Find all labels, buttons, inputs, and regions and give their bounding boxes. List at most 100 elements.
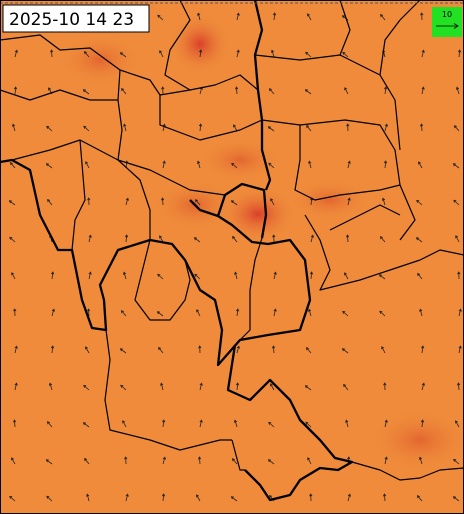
wind-arrow	[455, 235, 460, 243]
wind-arrow	[122, 420, 127, 428]
wind-arrow	[162, 160, 166, 169]
legend-label: 10	[442, 10, 452, 19]
wind-arrow	[270, 49, 275, 58]
wind-arrow	[9, 162, 16, 169]
wind-arrow	[270, 198, 275, 206]
wind-arrow	[196, 160, 201, 169]
wind-arrow	[384, 456, 388, 465]
wind-arrow	[85, 161, 90, 169]
wind-arrow	[384, 86, 388, 95]
wind-arrow	[199, 49, 203, 58]
wind-arrow	[307, 457, 312, 465]
wind-arrow	[119, 348, 127, 354]
wind-arrow	[236, 308, 240, 317]
legend-arrow	[436, 23, 459, 29]
wind-arrow	[48, 382, 53, 391]
wind-arrow	[453, 125, 460, 132]
wind-arrow	[194, 273, 201, 280]
wind-arrow	[120, 310, 127, 317]
wind-arrow	[345, 419, 349, 428]
wind-arrow	[307, 308, 312, 317]
wind-arrow	[125, 493, 129, 502]
wind-arrow	[308, 160, 312, 169]
wind-arrow	[82, 89, 90, 95]
wind-arrow	[194, 199, 201, 206]
wind-arrow	[87, 197, 91, 206]
wind-arrow	[344, 87, 349, 95]
wind-arrow	[196, 309, 201, 317]
wind-arrow	[346, 123, 350, 132]
wind-arrow	[162, 419, 166, 428]
wind-arrow	[119, 52, 127, 58]
wind-arrow	[309, 493, 313, 502]
wind-arrow	[342, 310, 349, 317]
wind-arrow	[83, 384, 90, 391]
wind-arrow	[160, 382, 164, 391]
wind-arrow	[162, 456, 166, 465]
wind-arrow	[157, 14, 164, 21]
wind-arrow	[14, 345, 18, 354]
wind-arrow	[382, 493, 387, 502]
wind-arrow	[46, 495, 53, 502]
wind-arrow	[199, 419, 203, 428]
wind-arrow	[267, 459, 275, 465]
wind-arrow	[458, 345, 462, 354]
wind-arrow	[14, 49, 18, 58]
wind-arrow	[455, 86, 460, 95]
wind-arrow	[236, 345, 240, 354]
wind-arrow	[230, 200, 238, 206]
wind-arrow	[236, 49, 240, 58]
wind-arrow	[453, 199, 460, 206]
wind-arrow	[452, 496, 460, 502]
wind-arrow	[419, 308, 423, 317]
wind-arrow	[9, 495, 16, 502]
wind-arrow	[12, 123, 16, 132]
wind-arrow	[384, 419, 388, 428]
wind-arrow	[416, 199, 423, 206]
wind-arrow	[83, 51, 90, 58]
wind-arrows	[8, 12, 462, 502]
wind-arrow	[197, 456, 202, 465]
wind-arrow	[51, 271, 55, 280]
wind-arrow	[268, 421, 275, 428]
wind-arrow	[453, 458, 460, 465]
wind-arrow	[379, 310, 386, 317]
wind-arrow	[455, 420, 460, 428]
wind-arrow	[305, 421, 312, 428]
wind-arrow	[11, 272, 16, 280]
wind-arrow	[124, 456, 128, 465]
wind-arrow	[458, 308, 462, 317]
wind-arrow	[381, 197, 386, 206]
wind-arrow	[197, 12, 201, 21]
wind-arrow	[344, 272, 349, 280]
wind-arrow	[233, 124, 238, 132]
wind-arrow	[196, 494, 201, 502]
wind-arrow	[421, 86, 425, 95]
wind-arrow	[156, 311, 164, 317]
wind-arrow	[304, 89, 312, 95]
wind-arrow	[378, 274, 386, 280]
wind-arrow	[384, 123, 388, 132]
wind-arrow	[231, 162, 238, 169]
wind-arrow	[14, 382, 18, 391]
wind-arrow	[125, 197, 129, 206]
wind-arrow	[345, 234, 350, 243]
wind-arrow	[86, 308, 91, 317]
wind-arrow	[234, 86, 239, 95]
wind-arrow	[51, 308, 55, 317]
wind-arrow	[234, 271, 238, 280]
timestamp-box	[2, 4, 150, 33]
wind-arrow	[46, 421, 53, 428]
wind-arrow	[271, 345, 276, 354]
wind-arrow	[268, 88, 275, 95]
wind-arrow	[452, 163, 460, 169]
wind-arrow	[416, 495, 423, 502]
wind-arrow	[415, 237, 423, 243]
wind-arrow	[457, 271, 461, 280]
wind-arrow	[159, 235, 164, 243]
wind-arrow	[306, 124, 312, 132]
wind-arrow	[160, 197, 165, 206]
wind-arrow	[305, 51, 312, 58]
wind-arrow	[236, 12, 240, 21]
wind-arrow	[231, 458, 238, 465]
